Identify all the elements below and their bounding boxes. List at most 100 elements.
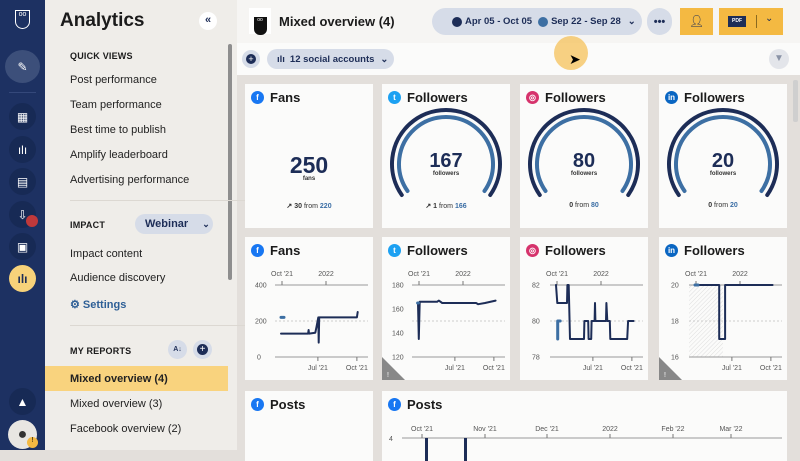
posts-chart-widget[interactable]: f Posts 4 Oct '21 Nov '21 Dec '21 2022 Feb '22 M… [382,391,787,461]
metric-unit: followers [432,171,460,177]
bottom-tick-label: Jul '21 [722,365,742,372]
svg-text:!: ! [387,372,389,379]
widget-title: ◎ Followers [526,243,606,258]
facebook-icon: f [388,398,401,411]
y-tick-label: 180 [392,283,404,290]
streams-icon[interactable]: ılı [9,136,36,163]
bottom-tick-label: Jul '21 [445,365,465,372]
plus-circle-icon: + [197,344,208,356]
share-button[interactable]: 👤︎ [680,8,713,35]
settings-link[interactable]: ⚙ Settings [70,299,127,311]
impact-heading: IMPACT [70,220,106,230]
y-tick-label: 140 [392,331,404,338]
gauge-chart [528,108,640,197]
social-accounts-filter[interactable]: ılı 12 social accounts ⌄ [267,49,394,69]
calendar-icon[interactable]: ▤ [9,168,36,195]
bottom-tick-label: Jul '21 [583,365,603,372]
collapse-sidebar-button[interactable]: « [199,12,217,30]
compose-icon[interactable]: ✎ [5,50,40,83]
y-tick-label: 160 [392,307,404,314]
metric-change: 0 from 20 [708,202,738,209]
posts-summary-widget[interactable]: f Posts [245,391,373,461]
line-widget-instagram[interactable]: ◎ Followers 82 80 78 Oct '21 2022 Jul '21 Oct '2… [520,237,648,380]
widget-title: f Fans [251,90,300,105]
facebook-icon: f [251,244,264,257]
profile-avatar[interactable]: ●! [8,420,38,449]
owl-logo-icon[interactable]: oo [15,10,30,29]
y-tick-label: 0 [257,355,261,362]
y-tick-label: 200 [255,319,267,326]
y-tick-label: 80 [532,319,540,326]
metric-value: 20 [711,150,735,172]
instagram-icon: ◎ [526,244,539,257]
gauge-comparison-arc [397,115,495,193]
quick-view-post-performance[interactable]: Post performance [70,74,157,86]
linkedin-icon: in [665,91,678,104]
report-mixed-overview-3[interactable]: Mixed overview (3) [70,398,163,410]
chevron-down-icon: ⌄ [202,218,210,229]
bar-chart: 4 Oct '21 Nov '21 Dec '21 2022 Feb '22 Mar '22 [389,426,782,461]
user-add-icon: 👤︎ [688,14,705,28]
main-scrollbar[interactable] [793,80,798,122]
quick-view-amplify[interactable]: Amplify leaderboard [70,149,168,161]
warning-triangle-icon [382,357,405,380]
quick-view-advertising[interactable]: Advertising performance [70,174,190,186]
report-mixed-overview-4[interactable]: Mixed overview (4) [70,373,168,385]
chevron-down-icon[interactable]: ⌄ [765,13,774,24]
top-tick-label: Feb '22 [661,426,684,433]
line-widget-twitter[interactable]: t Followers 180 160 140 120 Oct '21 2022 Jul '21… [382,237,510,380]
audience-discovery-link[interactable]: Audience discovery [70,272,166,284]
report-facebook-overview-2[interactable]: Facebook overview (2) [70,423,182,435]
app-rail: oo ✎ ▦ ılı ▤ ⇩ ▣ ılı ▲ ●! [0,0,45,450]
mouse-pointer-icon: ➤ [569,51,581,67]
top-tick-label: Oct '21 [408,271,430,278]
summary-widget-linkedin[interactable]: in Followers 20 followers 0 from 20 [659,84,787,228]
line-chart: 82 80 78 Oct '21 2022 Jul '21 Oct '21 [532,271,643,372]
bottom-tick-label: Jul '21 [308,365,328,372]
bottom-tick-label: Oct '21 [346,365,368,372]
y-tick-label: 400 [255,283,267,290]
y-tick-label: 82 [532,283,540,290]
line-widget-linkedin[interactable]: in Followers 20 18 16 Oct '21 2022 Jul '21 Oct '… [659,237,787,380]
y-tick-label: 78 [532,355,540,362]
inbox-icon[interactable]: ⇩ [9,201,38,228]
sidebar-scrollbar[interactable] [228,44,232,280]
summary-widget-twitter[interactable]: t Followers 167 followers ↗ 1 from 166 [382,84,510,228]
metric-unit: fans [302,176,316,182]
bottom-tick-label: Oct '21 [760,365,782,372]
gauge-chart [667,108,779,197]
summary-widget-instagram[interactable]: ◎ Followers 80 followers 0 from 80 [520,84,648,228]
linkedin-icon: in [665,244,678,257]
filter-button[interactable]: ▼ [769,49,789,69]
metric-change: ↗ 30 from 220 [286,203,332,210]
quick-view-team-performance[interactable]: Team performance [70,99,162,111]
gauge-current-arc [528,108,640,197]
more-options-button[interactable]: ••• [647,8,672,35]
series-current [417,299,497,340]
assignments-icon[interactable]: ▣ [9,233,36,260]
analytics-icon[interactable]: ılı [9,265,36,292]
series-current [555,284,635,340]
series-current [694,284,774,340]
current-range-dot [452,16,462,27]
top-tick-label: 2022 [593,271,609,278]
impact-select[interactable]: Webinar ⌄ [135,214,213,234]
report-title: Mixed overview (4) [279,14,395,29]
report-item-selected[interactable] [45,366,228,391]
add-report-button[interactable]: + [193,340,212,359]
add-widget-button[interactable]: + [242,50,260,68]
line-widget-facebook[interactable]: f Fans 400 200 0 Oct '21 2022 Jul '21 Oct '21 [245,237,373,380]
sort-az-button[interactable]: A↓ [168,340,187,359]
dashboard-icon[interactable]: ▦ [9,103,36,130]
line-chart: 20 18 16 Oct '21 2022 Jul '21 Oct '21! [659,271,782,380]
date-range-picker[interactable]: Apr 05 - Oct 05 Sep 22 - Sep 28 ⌄ [432,8,642,35]
top-tick-label: Oct '21 [546,271,568,278]
export-pdf-button[interactable]: PDF ⌄ [719,8,783,35]
expand-up-icon[interactable]: ▲ [9,388,36,415]
widget-title: in Followers [665,243,745,258]
quick-view-best-time[interactable]: Best time to publish [70,124,166,136]
summary-widget-facebook[interactable]: f Fans 250 fans ↗ 30 from 220 [245,84,373,228]
widget-title: ◎ Followers [526,90,606,105]
impact-content-link[interactable]: Impact content [70,248,143,260]
filter-icon: ▼ [774,53,784,64]
